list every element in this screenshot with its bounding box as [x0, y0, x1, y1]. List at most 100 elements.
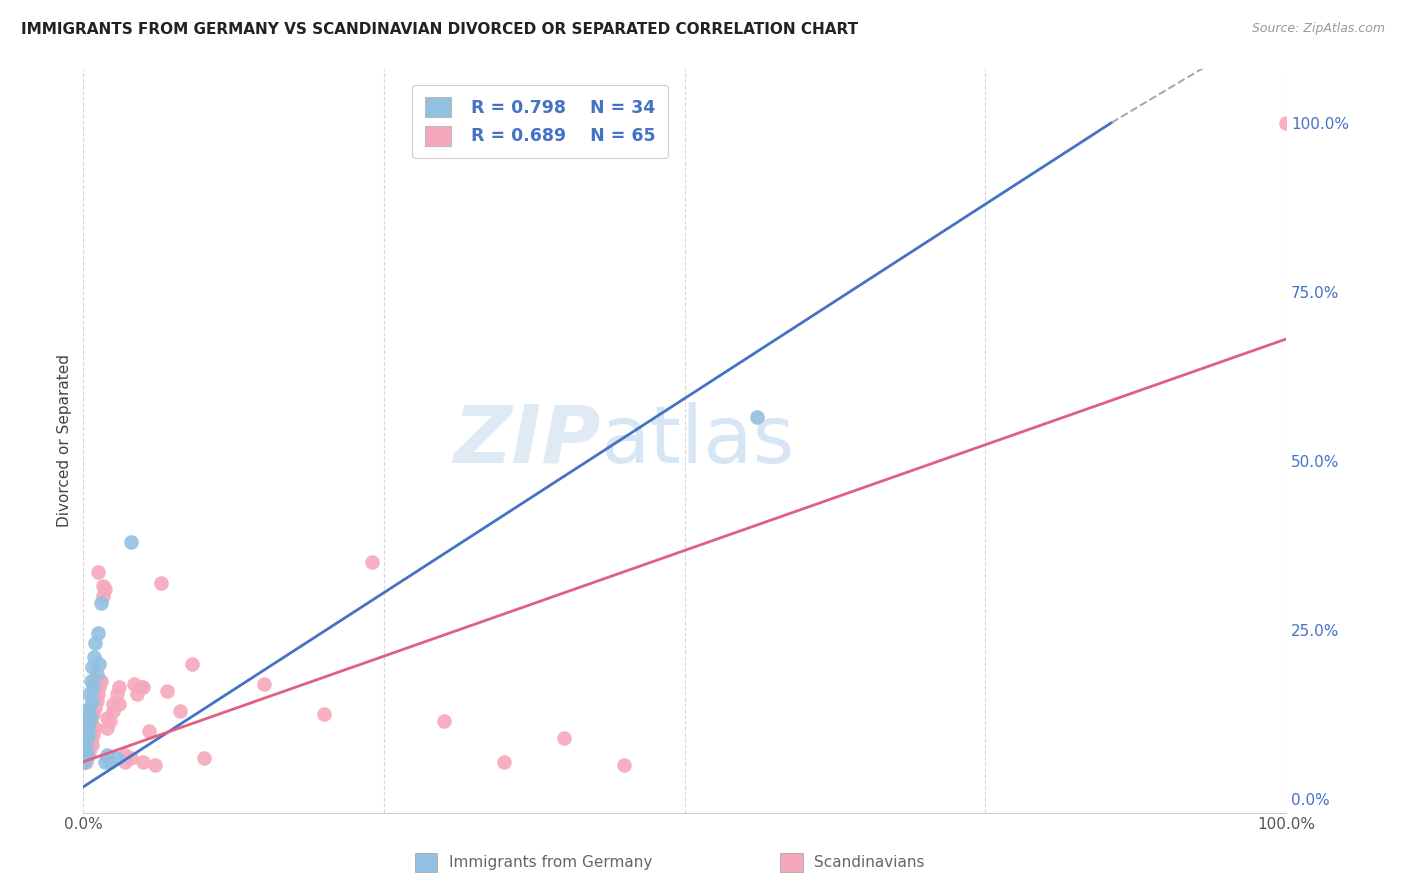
Point: [253, 677, 276, 691]
Point: [312, 707, 335, 722]
Point: [73, 747, 96, 762]
Point: [114, 747, 136, 762]
Point: [120, 535, 142, 549]
Point: [132, 681, 155, 695]
Point: [98, 755, 121, 769]
Point: [96, 711, 118, 725]
Point: [132, 755, 155, 769]
Point: [77, 721, 100, 735]
Point: [79, 724, 101, 739]
Point: [169, 704, 191, 718]
Point: [433, 714, 456, 729]
Point: [114, 755, 136, 769]
Text: IMMIGRANTS FROM GERMANY VS SCANDINAVIAN DIVORCED OR SEPARATED CORRELATION CHART: IMMIGRANTS FROM GERMANY VS SCANDINAVIAN …: [21, 22, 858, 37]
Point: [79, 745, 101, 759]
Text: Immigrants from Germany: Immigrants from Germany: [449, 855, 652, 870]
Point: [79, 673, 101, 688]
Point: [90, 673, 112, 688]
Point: [73, 751, 96, 765]
Point: [77, 728, 100, 742]
Point: [80, 660, 103, 674]
Point: [613, 758, 636, 772]
Point: [96, 721, 118, 735]
Point: [75, 751, 97, 765]
Point: [76, 731, 98, 746]
Point: [91, 579, 114, 593]
Point: [80, 694, 103, 708]
Point: [76, 711, 98, 725]
Point: [105, 751, 128, 765]
Point: [77, 728, 100, 742]
Point: [86, 666, 108, 681]
Point: [145, 758, 167, 772]
Point: [84, 636, 107, 650]
Point: [87, 566, 110, 580]
Point: [82, 728, 104, 742]
Point: [553, 731, 575, 746]
Point: [94, 582, 117, 597]
Point: [83, 687, 105, 701]
Point: [73, 741, 96, 756]
Point: [77, 717, 100, 731]
Point: [79, 711, 101, 725]
Point: [83, 673, 105, 688]
Point: [150, 575, 173, 590]
Point: [73, 747, 96, 762]
Point: [82, 707, 104, 722]
Point: [1275, 115, 1298, 129]
Point: [87, 657, 110, 671]
Point: [87, 687, 110, 701]
Point: [79, 687, 101, 701]
Point: [80, 738, 103, 752]
Point: [76, 724, 98, 739]
Point: [79, 714, 101, 729]
Point: [75, 728, 97, 742]
Point: [73, 755, 96, 769]
Point: [122, 677, 145, 691]
Y-axis label: Divorced or Separated: Divorced or Separated: [58, 354, 72, 527]
Point: [89, 673, 111, 688]
Point: [103, 704, 125, 718]
Text: Source: ZipAtlas.com: Source: ZipAtlas.com: [1251, 22, 1385, 36]
Point: [129, 681, 152, 695]
Point: [120, 751, 142, 765]
Point: [87, 681, 110, 695]
Point: [75, 738, 97, 752]
Point: [79, 700, 101, 714]
Point: [80, 724, 103, 739]
Point: [138, 724, 160, 739]
Text: Scandinavians: Scandinavians: [814, 855, 925, 870]
Point: [94, 755, 117, 769]
Point: [108, 681, 131, 695]
Point: [75, 717, 97, 731]
Text: atlas: atlas: [600, 401, 794, 480]
Point: [73, 755, 96, 769]
Point: [77, 747, 100, 762]
Point: [127, 687, 149, 701]
Point: [103, 698, 125, 712]
Point: [494, 755, 516, 769]
Point: [105, 687, 128, 701]
Point: [75, 745, 97, 759]
Point: [80, 704, 103, 718]
Point: [84, 700, 107, 714]
Legend:   R = 0.798    N = 34,   R = 0.689    N = 65: R = 0.798 N = 34, R = 0.689 N = 65: [412, 85, 668, 158]
Point: [193, 751, 215, 765]
Point: [96, 747, 118, 762]
Point: [75, 755, 97, 769]
Point: [75, 734, 97, 748]
Point: [84, 721, 107, 735]
Point: [156, 683, 179, 698]
Point: [76, 731, 98, 746]
Point: [86, 694, 108, 708]
Point: [77, 704, 100, 718]
Text: ZIP: ZIP: [453, 401, 600, 480]
Point: [79, 734, 101, 748]
Point: [90, 596, 112, 610]
Point: [87, 626, 110, 640]
Point: [180, 657, 202, 671]
Point: [745, 409, 768, 424]
Point: [82, 681, 104, 695]
Point: [79, 714, 101, 729]
Point: [76, 745, 98, 759]
